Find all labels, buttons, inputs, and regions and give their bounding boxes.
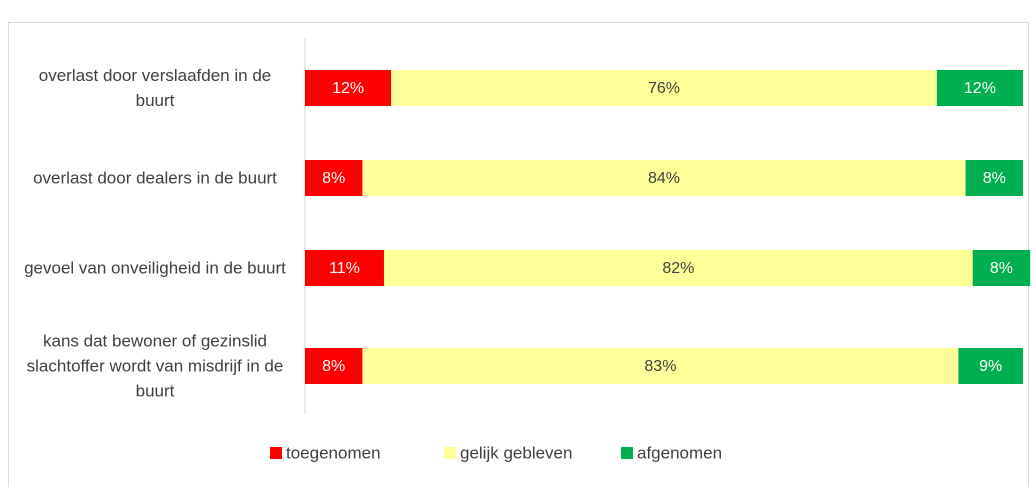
category-label: overlast door verslaafden in de buurt bbox=[38, 66, 272, 110]
bar-segment bbox=[383, 250, 973, 286]
legend-label: toegenomen bbox=[286, 443, 381, 462]
bar-segment bbox=[972, 250, 1031, 286]
value-label: 12% bbox=[964, 80, 996, 97]
bar-segment bbox=[391, 70, 937, 106]
bar-segment bbox=[958, 348, 1023, 384]
value-label: 8% bbox=[990, 260, 1013, 277]
bar-segment bbox=[305, 348, 363, 384]
category-label: overlast door dealers in de buurt bbox=[33, 168, 277, 188]
bar-segment bbox=[305, 70, 392, 106]
category-label: gevoel van onveiligheid in de buurt bbox=[24, 258, 286, 278]
legend-label: gelijk gebleven bbox=[460, 443, 572, 462]
value-label: 8% bbox=[322, 170, 345, 187]
value-label: 84% bbox=[648, 170, 680, 187]
legend-label: afgenomen bbox=[637, 443, 722, 462]
bar-segment bbox=[305, 160, 363, 196]
value-label: 12% bbox=[332, 80, 364, 97]
bar-segment bbox=[936, 70, 1023, 106]
value-label: 83% bbox=[644, 358, 676, 375]
value-label: 8% bbox=[322, 358, 345, 375]
bar-segment bbox=[965, 160, 1023, 196]
legend-swatch bbox=[270, 447, 282, 459]
value-label: 9% bbox=[979, 358, 1002, 375]
value-label: 76% bbox=[648, 80, 680, 97]
value-label: 11% bbox=[329, 260, 360, 277]
category-label: kans dat bewoner of gezinslid slachtoffe… bbox=[26, 331, 284, 401]
bar-segment bbox=[362, 160, 966, 196]
bar-segment bbox=[305, 250, 384, 286]
legend-swatch bbox=[444, 447, 456, 459]
bar-segment bbox=[362, 348, 959, 384]
legend-swatch bbox=[621, 447, 633, 459]
value-label: 8% bbox=[983, 170, 1006, 187]
value-label: 82% bbox=[662, 260, 694, 277]
